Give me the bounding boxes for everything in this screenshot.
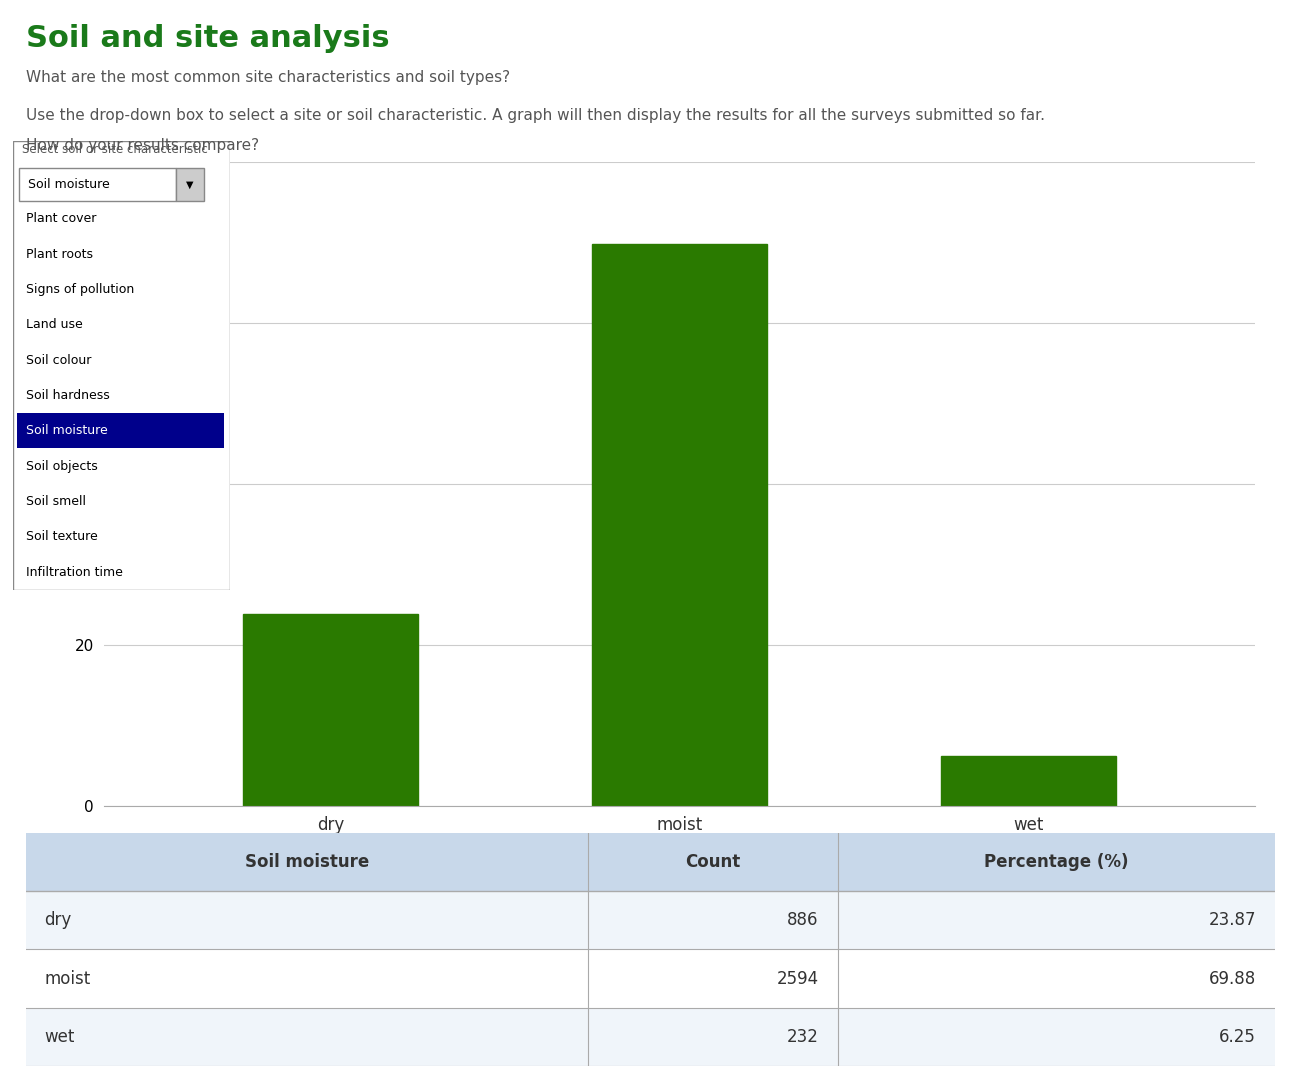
Text: wet: wet xyxy=(44,1028,75,1045)
Bar xyxy=(593,243,766,806)
Text: Use the drop-down box to select a site or soil characteristic. A graph will then: Use the drop-down box to select a site o… xyxy=(26,108,1044,123)
Text: Soil moisture: Soil moisture xyxy=(28,177,110,190)
Text: Percentage (%): Percentage (%) xyxy=(983,854,1128,871)
Text: Soil texture: Soil texture xyxy=(26,530,98,543)
Text: Soil colour: Soil colour xyxy=(26,354,92,367)
Text: Select soil or site characteristic: Select soil or site characteristic xyxy=(22,143,207,156)
Text: 232: 232 xyxy=(787,1028,819,1045)
Text: Plant roots: Plant roots xyxy=(26,248,93,261)
X-axis label: Soil moisture: Soil moisture xyxy=(620,845,739,863)
Text: Land use: Land use xyxy=(26,318,83,331)
Bar xyxy=(19,168,176,201)
Bar xyxy=(243,613,418,806)
Y-axis label: Percentage: Percentage xyxy=(50,437,69,531)
Text: Infiltration time: Infiltration time xyxy=(26,566,123,579)
Text: 69.88: 69.88 xyxy=(1209,969,1256,988)
Text: Plant cover: Plant cover xyxy=(26,212,96,225)
Bar xyxy=(26,950,1275,1007)
Bar xyxy=(26,1007,1275,1066)
Bar xyxy=(176,168,204,201)
Text: Count: Count xyxy=(685,854,740,871)
Bar xyxy=(17,413,224,448)
Text: Soil moisture: Soil moisture xyxy=(26,424,107,437)
Text: Soil moisture: Soil moisture xyxy=(245,854,369,871)
Text: dry: dry xyxy=(44,911,72,929)
Text: How do your results compare?: How do your results compare? xyxy=(26,138,259,154)
Bar xyxy=(941,756,1115,806)
Text: ▼: ▼ xyxy=(186,180,194,189)
Bar xyxy=(26,833,1275,892)
Text: moist: moist xyxy=(44,969,91,988)
Text: Signs of pollution: Signs of pollution xyxy=(26,283,135,296)
Text: Soil hardness: Soil hardness xyxy=(26,390,110,403)
Text: Soil objects: Soil objects xyxy=(26,460,98,473)
Text: 886: 886 xyxy=(787,911,819,929)
Text: What are the most common site characteristics and soil types?: What are the most common site characteri… xyxy=(26,70,510,85)
Text: 23.87: 23.87 xyxy=(1209,911,1256,929)
Bar xyxy=(26,892,1275,950)
Text: 2594: 2594 xyxy=(776,969,819,988)
Text: Soil and site analysis: Soil and site analysis xyxy=(26,24,389,53)
Text: Soil smell: Soil smell xyxy=(26,494,85,507)
Text: 6.25: 6.25 xyxy=(1219,1028,1256,1045)
